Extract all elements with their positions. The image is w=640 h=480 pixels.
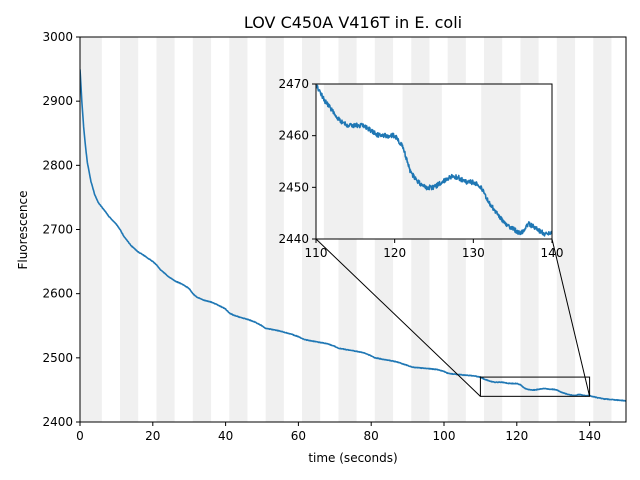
- x-tick-label: 40: [218, 429, 233, 443]
- x-tick-label: 80: [364, 429, 379, 443]
- inset-x-tick-label: 110: [305, 246, 328, 260]
- x-tick-label: 120: [505, 429, 528, 443]
- inset-light-bands: [323, 84, 521, 239]
- inset-series-line: [316, 84, 552, 237]
- light-band: [556, 37, 576, 422]
- inset-x-tick-label: 130: [462, 246, 485, 260]
- y-tick-label: 2500: [42, 351, 73, 365]
- light-band: [156, 37, 175, 422]
- inset-axes-frame: [315, 83, 553, 240]
- light-band: [593, 37, 612, 422]
- y-tick-label: 2700: [42, 223, 73, 237]
- x-tick-label: 100: [433, 429, 456, 443]
- inset-light-band: [481, 84, 521, 239]
- inset-axes: 110 120 130 140 2440 2450 2460 2470: [278, 77, 563, 260]
- zoom-connector-right: [551, 238, 591, 397]
- y-tick-label: 2800: [42, 158, 73, 172]
- x-axis-label: time (seconds): [308, 451, 397, 465]
- inset-x-tick-label: 120: [383, 246, 406, 260]
- chart-title: LOV C450A V416T in E. coli: [244, 13, 462, 32]
- x-tick-label: 0: [76, 429, 84, 443]
- y-axis-label: Fluorescence: [16, 190, 30, 269]
- inset-light-band: [402, 84, 442, 239]
- zoom-connector-left: [315, 238, 481, 397]
- inset-y-tick-label: 2450: [278, 180, 309, 194]
- light-band: [192, 37, 212, 422]
- inset-ticks: 110 120 130 140 2440 2450 2460 2470: [278, 77, 563, 260]
- x-tick-label: 140: [578, 429, 601, 443]
- light-band: [265, 37, 284, 422]
- x-tick-label: 20: [145, 429, 160, 443]
- light-band: [120, 37, 139, 422]
- inset-x-tick-label: 140: [541, 246, 564, 260]
- inset-plot-area: [316, 84, 552, 237]
- light-band: [80, 37, 102, 422]
- zoom-region: [479, 376, 591, 397]
- zoom-indicator: [315, 238, 591, 397]
- inset-y-tick-label: 2460: [278, 129, 309, 143]
- series-line: [80, 69, 626, 402]
- main-plot-area: [80, 69, 626, 402]
- y-tick-label: 3000: [42, 30, 73, 44]
- inset-y-tick-label: 2440: [278, 232, 309, 246]
- inset-y-tick-label: 2470: [278, 77, 309, 91]
- main-ticks: 0 20 40 60 80 100 120 140 2400 2500 2600 2700 2800 29…: [42, 30, 601, 443]
- y-tick-label: 2600: [42, 287, 73, 301]
- light-band: [229, 37, 248, 422]
- x-tick-label: 60: [291, 429, 306, 443]
- y-tick-label: 2400: [42, 415, 73, 429]
- y-tick-label: 2900: [42, 94, 73, 108]
